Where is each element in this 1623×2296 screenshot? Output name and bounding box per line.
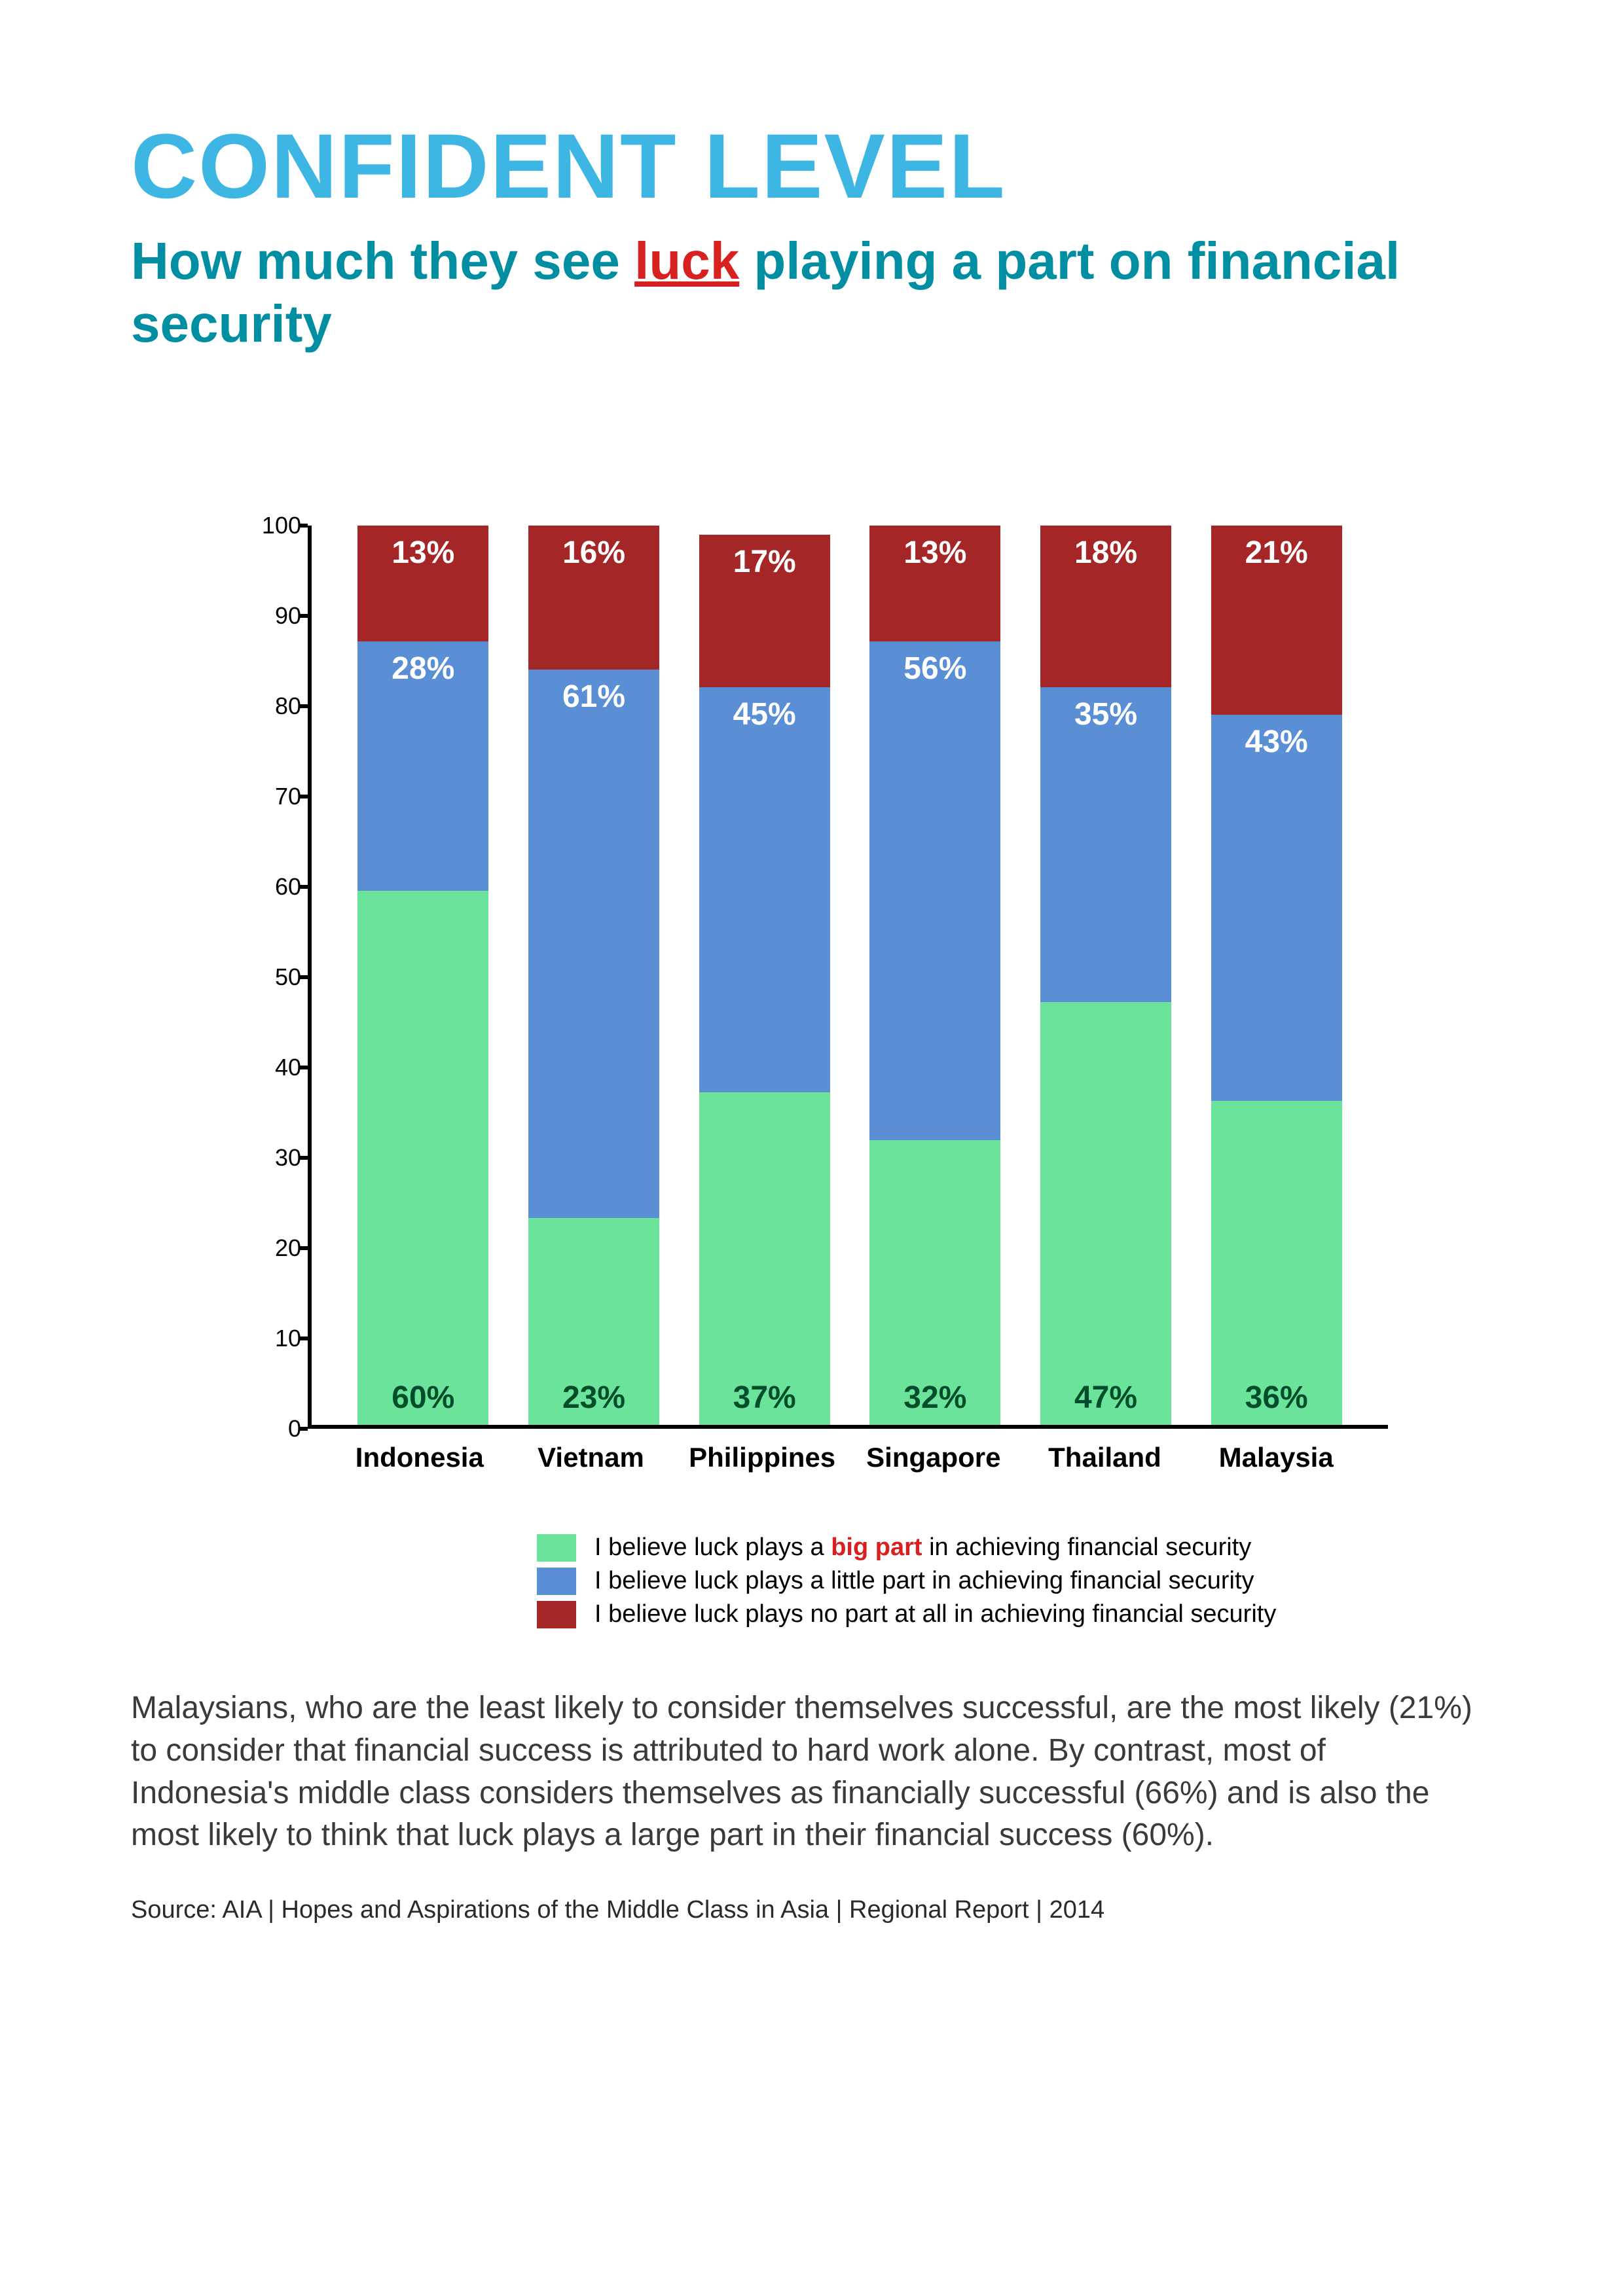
y-tick-label: 70 xyxy=(236,783,301,810)
bar-segment-no_part: 13% xyxy=(869,526,1000,641)
subhead-prefix: How much they see xyxy=(131,232,634,290)
bar-segment-label: 13% xyxy=(392,526,454,571)
bar-slot: 32% 56% 13% xyxy=(850,526,1021,1425)
bar-segment-label: 23% xyxy=(562,1380,625,1416)
x-axis-label: Thailand xyxy=(1007,1442,1203,1473)
legend: I believe luck plays a big part in achie… xyxy=(537,1534,1492,1628)
bar-segment-label: 21% xyxy=(1245,526,1308,571)
bar-segment-label: 45% xyxy=(733,687,796,732)
y-tick-mark xyxy=(299,704,308,708)
bar-segment-label: 18% xyxy=(1074,526,1137,571)
y-tick-label: 60 xyxy=(236,873,301,901)
bar-slot: 37% 45% 17% xyxy=(679,526,850,1425)
bar-segment-label: 43% xyxy=(1245,715,1308,760)
x-axis-label: Singapore xyxy=(835,1442,1032,1473)
body-paragraph: Malaysians, who are the least likely to … xyxy=(131,1687,1492,1857)
bar: 32% 56% 13% xyxy=(869,526,1000,1425)
bar-segment-big_part: 47% xyxy=(1040,1002,1171,1425)
legend-text: I believe luck plays a little part in ac… xyxy=(594,1567,1254,1595)
x-axis-label: Philippines xyxy=(664,1442,860,1473)
bar-segment-label: 17% xyxy=(733,535,796,580)
y-tick-mark xyxy=(299,1156,308,1160)
legend-swatch xyxy=(537,1568,576,1595)
y-tick-label: 90 xyxy=(236,602,301,630)
bar-segment-big_part: 60% xyxy=(357,891,488,1425)
bar-slot: 47% 35% 18% xyxy=(1021,526,1192,1425)
bar-segment-little_part: 61% xyxy=(528,670,659,1218)
bar-segment-big_part: 23% xyxy=(528,1218,659,1425)
bar-segment-little_part: 43% xyxy=(1211,715,1342,1102)
y-tick-mark xyxy=(299,1336,308,1340)
bar-segment-big_part: 37% xyxy=(699,1092,830,1425)
y-tick-mark xyxy=(299,885,308,889)
y-tick-mark xyxy=(299,975,308,979)
y-tick-label: 10 xyxy=(236,1325,301,1352)
bar-segment-label: 35% xyxy=(1074,687,1137,732)
bar-segment-label: 16% xyxy=(562,526,625,571)
bar: 23% 61% 16% xyxy=(528,526,659,1425)
y-tick-mark xyxy=(299,1066,308,1069)
bar-slot: 23% 61% 16% xyxy=(509,526,680,1425)
bar-segment-little_part: 28% xyxy=(357,641,488,891)
legend-swatch xyxy=(537,1534,576,1562)
bar-segment-label: 56% xyxy=(903,641,966,687)
plot-area: 60% 28% 13% 23% 61% 16% 37% 45% 17% 32% 56% 13% 47% 3… xyxy=(308,526,1388,1429)
bar-segment-label: 13% xyxy=(903,526,966,571)
bar-segment-label: 28% xyxy=(392,641,454,687)
y-tick-mark xyxy=(299,795,308,798)
x-axis-label: Malaysia xyxy=(1178,1442,1374,1473)
bar: 37% 45% 17% xyxy=(699,526,830,1425)
bar-slot: 60% 28% 13% xyxy=(338,526,509,1425)
y-tick-mark xyxy=(299,614,308,618)
y-tick-mark xyxy=(299,1246,308,1250)
legend-text: I believe luck plays a big part in achie… xyxy=(594,1534,1251,1562)
y-tick-mark xyxy=(299,1427,308,1431)
bar-segment-label: 37% xyxy=(733,1380,796,1416)
legend-row-no_part: I believe luck plays no part at all in a… xyxy=(537,1600,1492,1628)
chart: 0102030405060708090100 60%28%13%23%61%16… xyxy=(236,526,1388,1494)
bar-segment-label: 36% xyxy=(1245,1380,1308,1416)
bar-segment-no_part: 17% xyxy=(699,535,830,688)
bar-segment-big_part: 32% xyxy=(869,1140,1000,1425)
y-tick-label: 50 xyxy=(236,963,301,991)
subhead-luck-word: luck xyxy=(634,232,739,290)
y-tick-label: 20 xyxy=(236,1234,301,1262)
legend-row-little_part: I believe luck plays a little part in ac… xyxy=(537,1567,1492,1595)
bar: 47% 35% 18% xyxy=(1040,526,1171,1425)
x-axis-label: Vietnam xyxy=(493,1442,689,1473)
bar-segment-no_part: 18% xyxy=(1040,526,1171,687)
bar: 60% 28% 13% xyxy=(357,526,488,1425)
bars-container: 60% 28% 13% 23% 61% 16% 37% 45% 17% 32% 56% 13% 47% 3… xyxy=(312,526,1388,1425)
legend-row-big_part: I believe luck plays a big part in achie… xyxy=(537,1534,1492,1562)
bar-segment-label: 32% xyxy=(903,1380,966,1416)
legend-text: I believe luck plays no part at all in a… xyxy=(594,1600,1276,1628)
bar: 36% 43% 21% xyxy=(1211,526,1342,1425)
bar-slot: 36% 43% 21% xyxy=(1191,526,1362,1425)
bar-segment-label: 61% xyxy=(562,670,625,715)
x-axis-label: Indonesia xyxy=(321,1442,518,1473)
y-tick-label: 80 xyxy=(236,692,301,720)
headline: CONFIDENT LEVEL xyxy=(131,118,1492,214)
bar-segment-little_part: 45% xyxy=(699,687,830,1092)
page-root: CONFIDENT LEVEL How much they see luck p… xyxy=(0,0,1623,2003)
y-tick-mark xyxy=(299,524,308,528)
y-tick-label: 40 xyxy=(236,1054,301,1081)
bar-segment-label: 47% xyxy=(1074,1380,1137,1416)
bar-segment-little_part: 35% xyxy=(1040,687,1171,1002)
bar-segment-big_part: 36% xyxy=(1211,1101,1342,1425)
legend-swatch xyxy=(537,1601,576,1628)
bar-segment-label: 60% xyxy=(392,1380,454,1416)
bar-segment-little_part: 56% xyxy=(869,641,1000,1140)
source-line: Source: AIA | Hopes and Aspirations of t… xyxy=(131,1896,1492,1924)
y-tick-label: 0 xyxy=(236,1415,301,1443)
bar-segment-no_part: 13% xyxy=(357,526,488,641)
y-tick-label: 30 xyxy=(236,1144,301,1172)
subhead: How much they see luck playing a part on… xyxy=(131,230,1492,355)
bar-segment-no_part: 21% xyxy=(1211,526,1342,715)
y-tick-label: 100 xyxy=(236,512,301,539)
bar-segment-no_part: 16% xyxy=(528,526,659,670)
